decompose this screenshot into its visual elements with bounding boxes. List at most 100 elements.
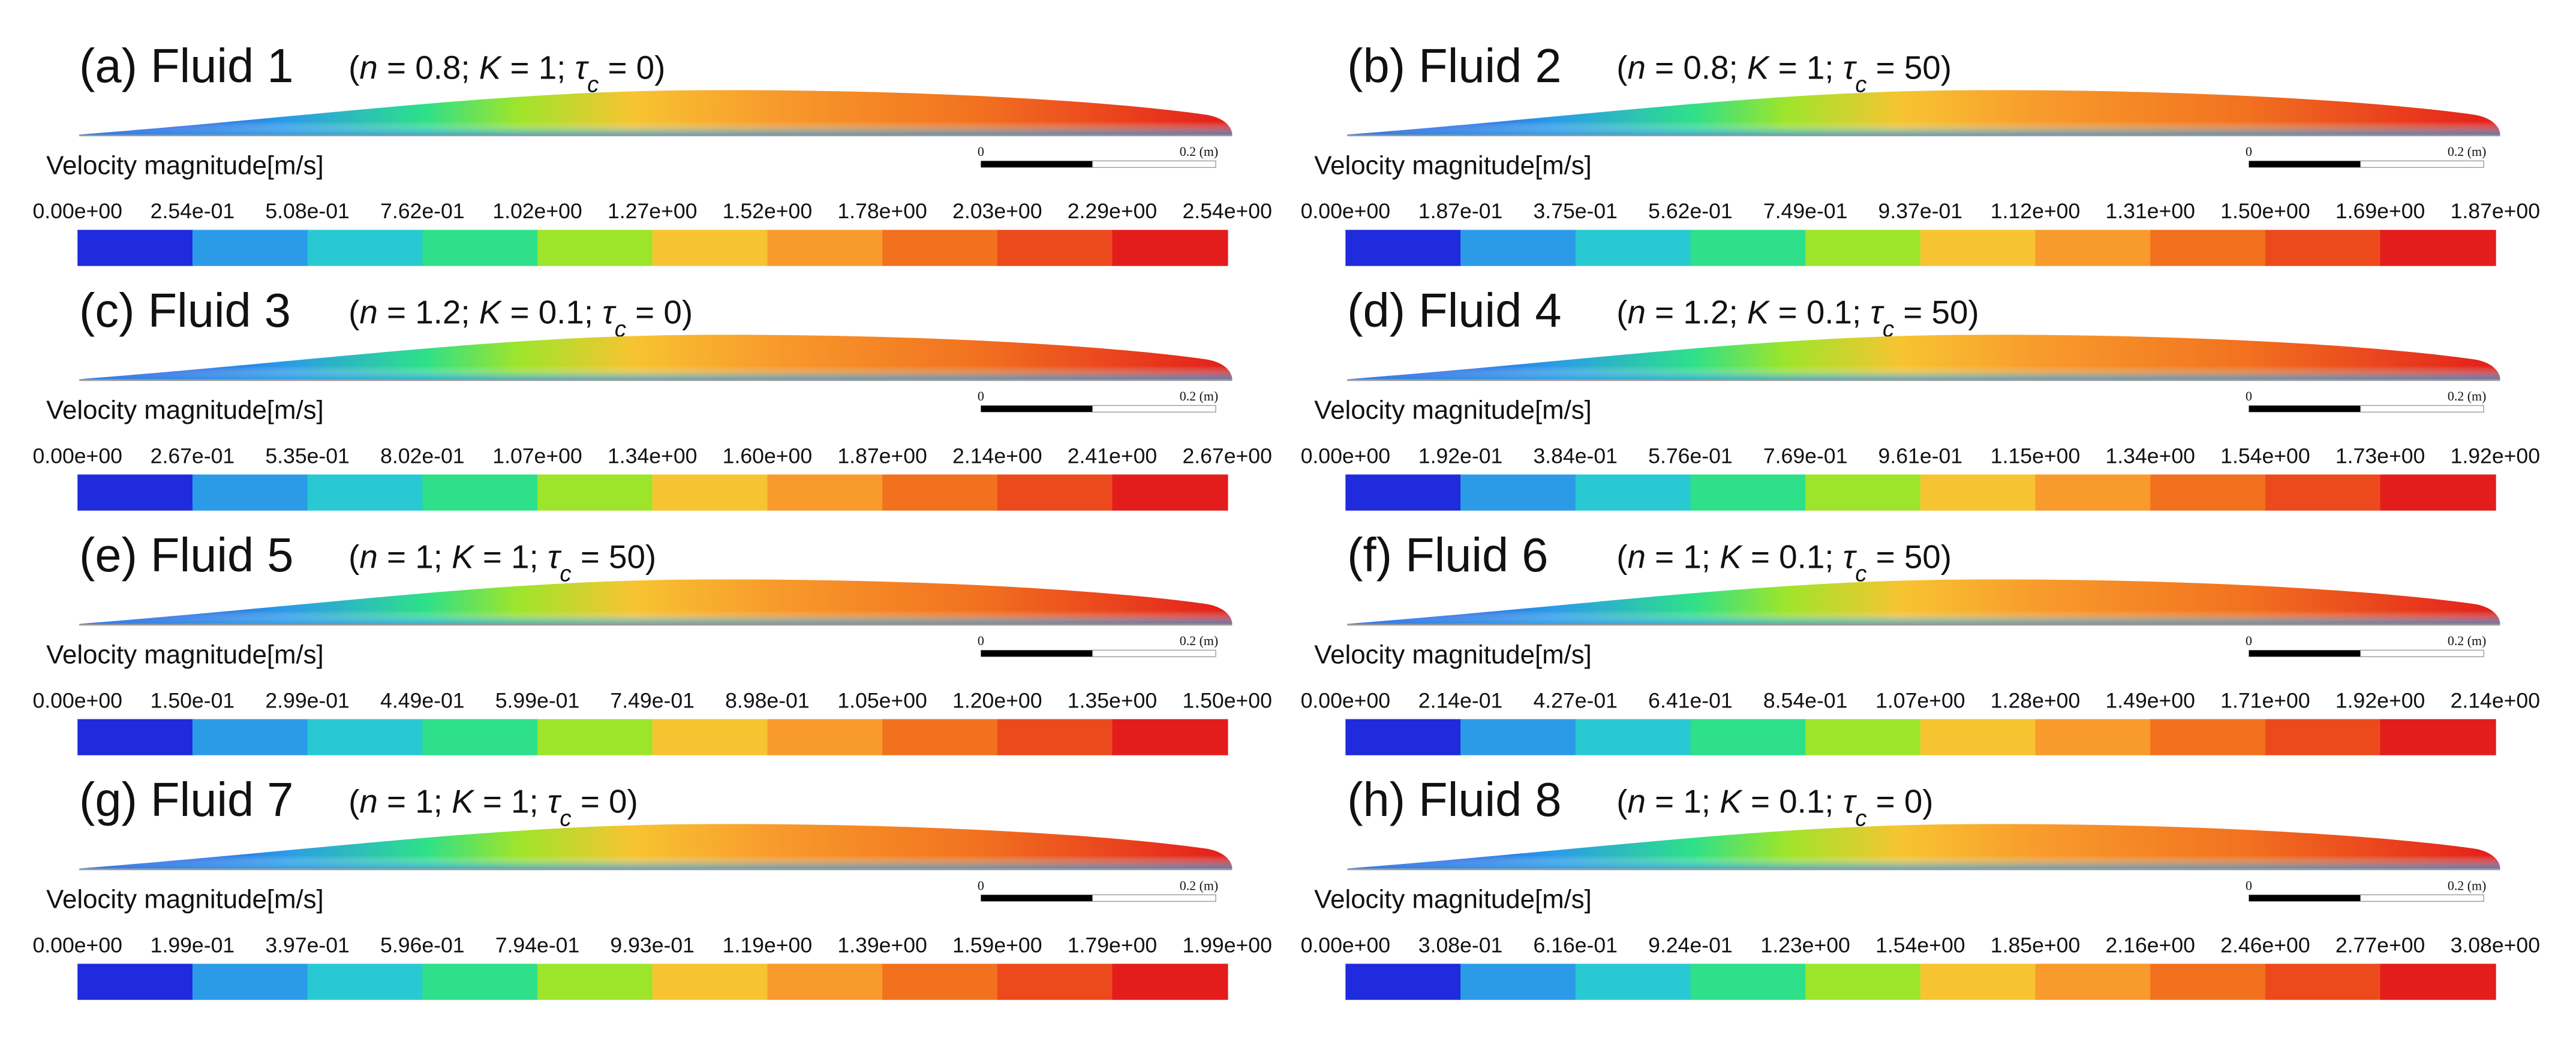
- param-text: n: [359, 538, 377, 576]
- colorbar-tick-label: 2.54e+00: [1182, 199, 1272, 223]
- param-text: = 1;: [1769, 49, 1842, 86]
- scale-bar-end: 0.2 (m): [2448, 633, 2486, 648]
- param-text: n: [359, 49, 377, 86]
- param-text: = 50): [572, 538, 657, 576]
- param-text: K: [452, 538, 475, 576]
- colorbar-tick-label: 7.49e-01: [610, 688, 695, 712]
- colorbar-segment: [2035, 474, 2151, 511]
- colorbar-tick-label: 1.07e+00: [1875, 688, 1965, 712]
- colorbar-segment: [2265, 474, 2381, 511]
- colorbar-tick-label: 2.99e-01: [265, 688, 350, 712]
- param-text: n: [1627, 538, 1645, 576]
- param-text: τ: [1843, 783, 1857, 820]
- scale-bar-black: [981, 161, 1093, 168]
- param-text: c: [615, 316, 626, 342]
- colorbar-tick-label: 3.97e-01: [265, 933, 350, 957]
- panel-params: (n = 0.8; K = 1; τc = 50): [1616, 49, 1952, 97]
- colorbar-tick-label: 3.08e-01: [1418, 933, 1503, 957]
- colorbar-tick-label: 9.61e-01: [1878, 444, 1963, 468]
- scale-bar-start: 0: [978, 389, 984, 403]
- colorbar-tick-label: 2.03e+00: [952, 199, 1042, 223]
- colorbar-segment: [882, 474, 999, 511]
- colorbar-segment: [652, 474, 768, 511]
- colorbar-segment: [767, 963, 883, 1000]
- colorbar-segment: [422, 719, 539, 755]
- colorbar-tick-label: 5.99e-01: [495, 688, 580, 712]
- param-text: = 1;: [474, 538, 548, 576]
- param-text: (: [348, 49, 359, 86]
- param-text: c: [1855, 71, 1866, 97]
- param-text: = 50): [1894, 293, 1979, 330]
- colorbar-tick-label: 2.46e+00: [2220, 933, 2310, 957]
- colorbar-tick-label: 0.00e+00: [32, 199, 122, 223]
- panel: (h) Fluid 8 (n = 1; K = 0.1; τc = 0) Veloc…: [1301, 773, 2540, 1000]
- colorbar-segment: [2150, 230, 2267, 266]
- param-text: = 1;: [1646, 538, 1720, 576]
- colorbar-tick-label: 0.00e+00: [1301, 688, 1390, 712]
- param-text: c: [1855, 561, 1866, 586]
- colorbar-tick-label: 2.29e+00: [1068, 199, 1157, 223]
- colorbar-tick-label: 1.15e+00: [1991, 444, 2080, 468]
- param-text: = 0.1;: [1742, 783, 1843, 820]
- scale-bar-white: [2360, 405, 2484, 413]
- colorbar-segment: [1460, 474, 1577, 511]
- panel: (g) Fluid 7 (n = 1; K = 1; τc = 0) Velocit…: [32, 773, 1272, 1000]
- colorbar-tick-label: 0.00e+00: [32, 688, 122, 712]
- scale-bar-white: [2360, 649, 2484, 658]
- colorbar-tick-label: 6.16e-01: [1533, 933, 1618, 957]
- scale-bar-start: 0: [2246, 878, 2252, 893]
- colorbar-tick-label: 1.79e+00: [1068, 933, 1157, 957]
- colorbar-tick-label: 1.85e+00: [1991, 933, 2080, 957]
- colorbar-tick-label: 2.67e+00: [1182, 444, 1272, 468]
- colorbar-segment: [767, 230, 883, 266]
- scale-bar-end: 0.2 (m): [1180, 878, 1218, 893]
- param-text: = 0): [599, 49, 665, 86]
- scale-bar-white: [1092, 649, 1216, 658]
- param-text: K: [479, 49, 503, 86]
- param-text: K: [452, 783, 475, 820]
- colorbar-segment: [2150, 963, 2267, 1000]
- param-text: n: [1627, 49, 1645, 86]
- panel-params: (n = 1; K = 1; τc = 0): [348, 783, 638, 832]
- flow-profile-base: [1347, 335, 2500, 380]
- scale-bar-start: 0: [978, 144, 984, 159]
- panel: (c) Fluid 3 (n = 1.2; K = 0.1; τc = 0) Vel…: [32, 284, 1272, 511]
- scale-bar-black: [2249, 405, 2361, 412]
- colorbar-tick-label: 1.50e+00: [1182, 688, 1272, 712]
- param-text: = 0): [626, 293, 693, 330]
- param-text: τ: [548, 783, 562, 820]
- scale-bar-black: [2249, 161, 2361, 168]
- colorbar-segment: [422, 963, 539, 1000]
- colorbar-segment: [2265, 963, 2381, 1000]
- colorbar-segment: [2380, 963, 2496, 1000]
- legend-title: Velocity magnitude[m/s]: [46, 395, 324, 424]
- colorbar-segment: [882, 230, 999, 266]
- colorbar-segment: [77, 719, 194, 755]
- param-text: K: [1747, 49, 1771, 86]
- colorbar-tick-label: 7.62e-01: [380, 199, 465, 223]
- panel-title: (e) Fluid 5: [79, 528, 293, 582]
- param-text: = 1;: [378, 783, 452, 820]
- panel: (a) Fluid 1 (n = 0.8; K = 1; τc = 0) Veloc…: [32, 39, 1272, 266]
- colorbar-segment: [767, 474, 883, 511]
- colorbar-segment: [1112, 719, 1228, 755]
- colorbar-segment: [307, 230, 423, 266]
- colorbar-segment: [652, 719, 768, 755]
- colorbar-segment: [537, 230, 654, 266]
- scale-bar-end: 0.2 (m): [1180, 633, 1218, 648]
- colorbar-tick-label: 1.19e+00: [723, 933, 812, 957]
- colorbar-tick-label: 8.02e-01: [380, 444, 465, 468]
- colorbar-segment: [2380, 230, 2496, 266]
- param-text: n: [1627, 783, 1645, 820]
- colorbar-segment: [997, 230, 1113, 266]
- param-text: = 0.8;: [378, 49, 479, 86]
- colorbar-tick-label: 9.37e-01: [1878, 199, 1963, 223]
- colorbar-segment: [2265, 230, 2381, 266]
- colorbar-segment: [882, 963, 999, 1000]
- colorbar-tick-label: 1.99e-01: [151, 933, 235, 957]
- colorbar-segment: [1805, 474, 1922, 511]
- param-text: τ: [575, 49, 590, 86]
- colorbar-tick-label: 1.87e+00: [2451, 199, 2540, 223]
